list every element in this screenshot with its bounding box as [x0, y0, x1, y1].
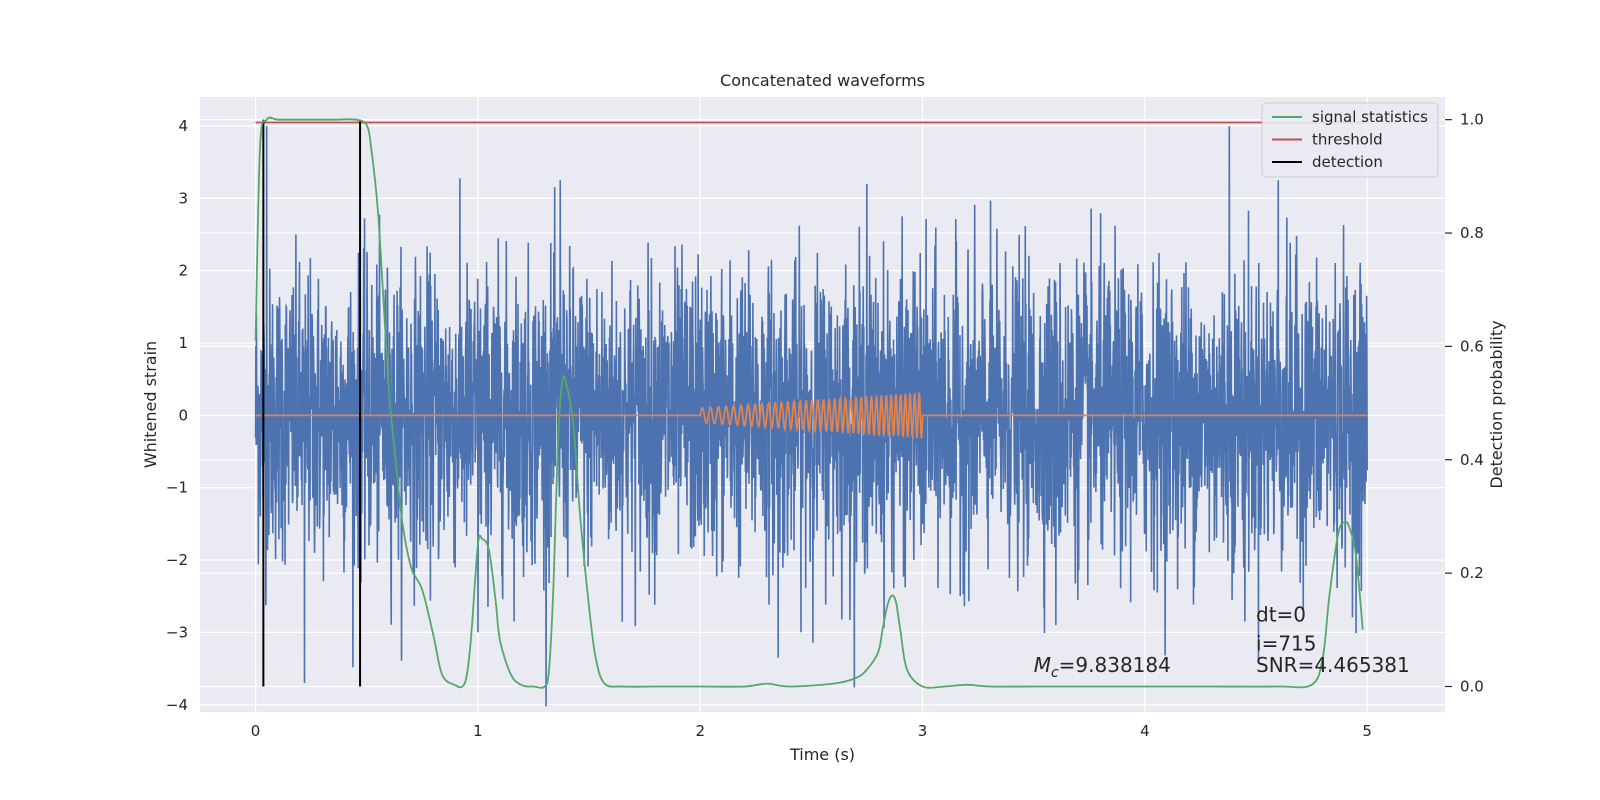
annotation-text: SNR=4.465381: [1256, 653, 1410, 677]
y-tick-label: −1: [166, 479, 188, 497]
y2-tick-label: 0.0: [1460, 677, 1484, 695]
x-tick-label: 1: [473, 722, 483, 740]
template-series: [255, 391, 1368, 441]
y-axis-left: −4 −3 −2 −1 0 1 2 3 4: [166, 117, 188, 714]
y-tick-label: −3: [166, 623, 188, 641]
y-axis-right: 0.0 0.2 0.4 0.6 0.8 1.0: [1445, 111, 1484, 695]
legend-label: threshold: [1312, 131, 1383, 149]
chart-title: Concatenated waveforms: [720, 71, 925, 90]
y2-tick-label: 1.0: [1460, 111, 1484, 129]
y-tick-label: −2: [166, 551, 188, 569]
signal-statistics-series: [254, 116, 1364, 689]
legend: signal statistics threshold detection: [1261, 102, 1439, 178]
plot-area: [254, 116, 1368, 707]
x-axis-label: Time (s): [789, 745, 855, 764]
y2-tick-label: 0.6: [1460, 337, 1484, 355]
y-axis-right-label: Detection probability: [1487, 320, 1506, 488]
annotation-text: i=715: [1256, 632, 1317, 656]
y-tick-label: −4: [166, 696, 188, 714]
y2-tick-label: 0.8: [1460, 224, 1484, 242]
y-tick-label: 1: [178, 334, 188, 352]
annotation-text: Mc=9.838184: [1034, 653, 1171, 681]
y-tick-label: 0: [178, 406, 188, 424]
x-tick-label: 2: [695, 722, 705, 740]
y2-tick-label: 0.4: [1460, 451, 1484, 469]
x-tick-label: 5: [1362, 722, 1372, 740]
y-axis-label: Whitened strain: [141, 341, 160, 468]
annotation-subscript: c: [1051, 665, 1059, 681]
x-tick-label: 3: [918, 722, 928, 740]
y2-tick-label: 0.2: [1460, 564, 1484, 582]
legend-box: [1261, 102, 1439, 178]
x-axis: 0 1 2 3 4 5: [251, 722, 1372, 740]
annotation-value: =9.838184: [1059, 653, 1171, 677]
annotation-symbol: M: [1034, 653, 1051, 677]
legend-label: detection: [1312, 153, 1383, 171]
legend-label: signal statistics: [1312, 108, 1428, 126]
y-tick-label: 4: [178, 117, 188, 135]
y-tick-label: 2: [178, 262, 188, 280]
strain-series: [254, 125, 1368, 707]
x-tick-label: 0: [251, 722, 261, 740]
x-tick-label: 4: [1140, 722, 1150, 740]
annotation-text: dt=0: [1256, 603, 1306, 627]
y-tick-label: 3: [178, 189, 188, 207]
